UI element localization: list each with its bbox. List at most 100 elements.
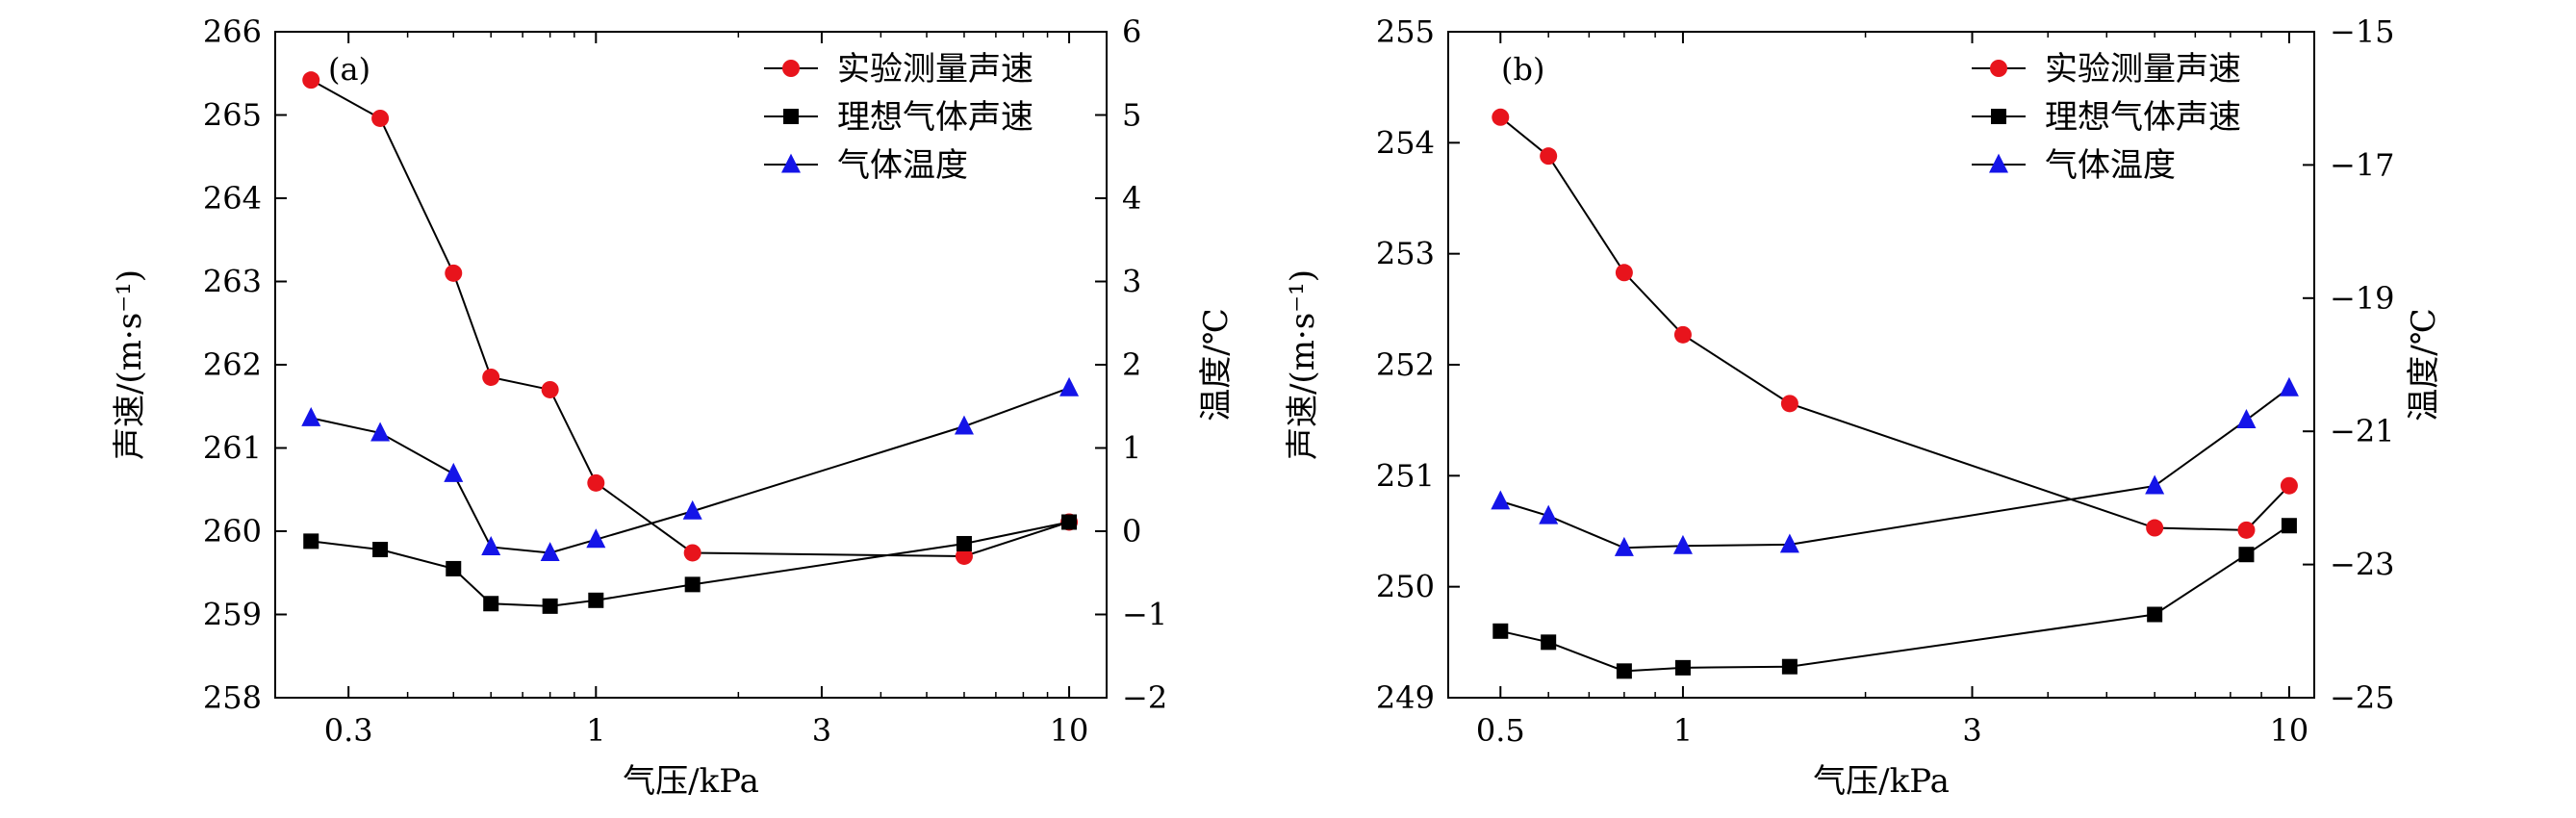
legend-marker xyxy=(1991,109,2006,124)
y-tick-label: 253 xyxy=(1376,236,1435,272)
data-point xyxy=(1615,264,1633,282)
y2-tick-label: 6 xyxy=(1122,13,1141,50)
series-line xyxy=(311,387,1070,554)
legend-label: 理想气体声速 xyxy=(2045,98,2241,137)
x-tick-label: 3 xyxy=(1962,712,1981,749)
y-tick-label: 254 xyxy=(1376,124,1435,161)
y-tick-label: 249 xyxy=(1376,679,1435,716)
data-point xyxy=(482,368,500,386)
data-point xyxy=(1492,108,1510,126)
data-point xyxy=(1673,325,1692,344)
legend-marker xyxy=(781,153,801,173)
data-point xyxy=(2146,519,2164,537)
y-tick-label: 265 xyxy=(203,97,262,134)
data-point xyxy=(481,536,501,555)
series-1 xyxy=(1492,518,2297,679)
data-point xyxy=(586,528,606,549)
data-point xyxy=(1061,514,1078,530)
legend-label: 理想气体声速 xyxy=(837,98,1033,137)
chart-panel-b: 0.5 1 3 10 249 250 251 252 253 254 255 −25 −23 −21 −19… xyxy=(1284,13,2443,801)
data-point xyxy=(588,592,604,608)
y2-tick-label: 0 xyxy=(1122,513,1141,550)
y2-tick-label: 3 xyxy=(1122,264,1141,300)
data-point xyxy=(2281,518,2297,534)
data-point xyxy=(1780,395,1798,413)
legend-marker xyxy=(1989,153,2008,173)
x-tick-label: 3 xyxy=(812,712,831,749)
y-tick-label: 250 xyxy=(1376,569,1435,605)
y2-tick-label: 4 xyxy=(1122,180,1141,217)
data-point xyxy=(1672,534,1693,554)
legend-label: 实验测量声速 xyxy=(2045,50,2241,89)
data-point xyxy=(372,542,389,558)
series-0 xyxy=(1492,108,2298,539)
data-point xyxy=(444,462,464,482)
data-point xyxy=(682,499,702,520)
data-point xyxy=(302,71,320,89)
series-line xyxy=(1500,524,2290,673)
data-point xyxy=(541,380,559,398)
data-point xyxy=(2147,606,2163,623)
y2-tick-label: 2 xyxy=(1122,346,1141,383)
data-point xyxy=(1491,490,1511,510)
series-line xyxy=(1499,116,2290,531)
x-axis-title: 气压/kPa xyxy=(1813,762,1950,801)
series-line xyxy=(1500,387,2290,550)
data-point xyxy=(1492,623,1509,639)
legend-marker xyxy=(782,60,800,77)
data-point xyxy=(371,109,390,127)
data-point xyxy=(955,547,973,565)
legend-marker xyxy=(1990,60,2007,77)
data-point xyxy=(445,264,463,282)
y-tick-label: 262 xyxy=(203,346,262,383)
data-point xyxy=(954,415,974,435)
data-point xyxy=(370,422,391,442)
y-axis-title: 声速/(m·s⁻¹) xyxy=(1284,269,1322,460)
data-point xyxy=(2238,547,2255,563)
y2-tick-label: 1 xyxy=(1122,430,1141,467)
legend-label: 气体温度 xyxy=(837,146,968,185)
data-point xyxy=(301,406,321,426)
y-tick-label: 261 xyxy=(203,430,262,467)
y-tick-label: 252 xyxy=(1376,346,1435,383)
series-2 xyxy=(1491,376,2299,556)
data-point xyxy=(1674,659,1691,676)
data-point xyxy=(1541,634,1557,651)
y-tick-label: 263 xyxy=(203,264,262,300)
data-point xyxy=(540,542,560,562)
x-tick-label: 0.5 xyxy=(1476,712,1525,749)
data-point xyxy=(1614,536,1634,556)
y-tick-label: 264 xyxy=(203,180,262,217)
y-axis-title: 声速/(m·s⁻¹) xyxy=(111,269,149,460)
y-tick-label: 251 xyxy=(1376,457,1435,494)
y2-tick-label: −23 xyxy=(2330,547,2395,583)
data-point xyxy=(1539,504,1559,524)
data-point xyxy=(1616,663,1632,679)
x-tick-label: 1 xyxy=(586,712,605,749)
data-point xyxy=(1540,147,1558,166)
y2-axis-title: 温度/℃ xyxy=(1197,308,1236,422)
y2-tick-label: 5 xyxy=(1122,97,1141,134)
data-point xyxy=(1781,658,1798,675)
y2-tick-label: −25 xyxy=(2330,679,2395,716)
data-point xyxy=(587,473,605,492)
y-tick-label: 258 xyxy=(203,679,262,716)
data-point xyxy=(1779,533,1799,553)
data-point xyxy=(956,535,972,551)
data-point xyxy=(1059,376,1080,396)
data-point xyxy=(483,596,499,612)
y2-tick-label: −1 xyxy=(1122,597,1167,633)
series-1 xyxy=(303,514,1078,614)
y2-tick-label: −19 xyxy=(2330,280,2395,317)
y-tick-label: 260 xyxy=(203,513,262,550)
x-tick-label: 1 xyxy=(1673,712,1693,749)
data-point xyxy=(446,560,462,576)
data-point xyxy=(684,576,701,593)
x-tick-label: 10 xyxy=(2270,712,2309,749)
panel-label: (a) xyxy=(328,51,370,88)
x-tick-label: 0.3 xyxy=(324,712,373,749)
y-tick-label: 266 xyxy=(203,13,262,50)
y-tick-label: 259 xyxy=(203,597,262,633)
